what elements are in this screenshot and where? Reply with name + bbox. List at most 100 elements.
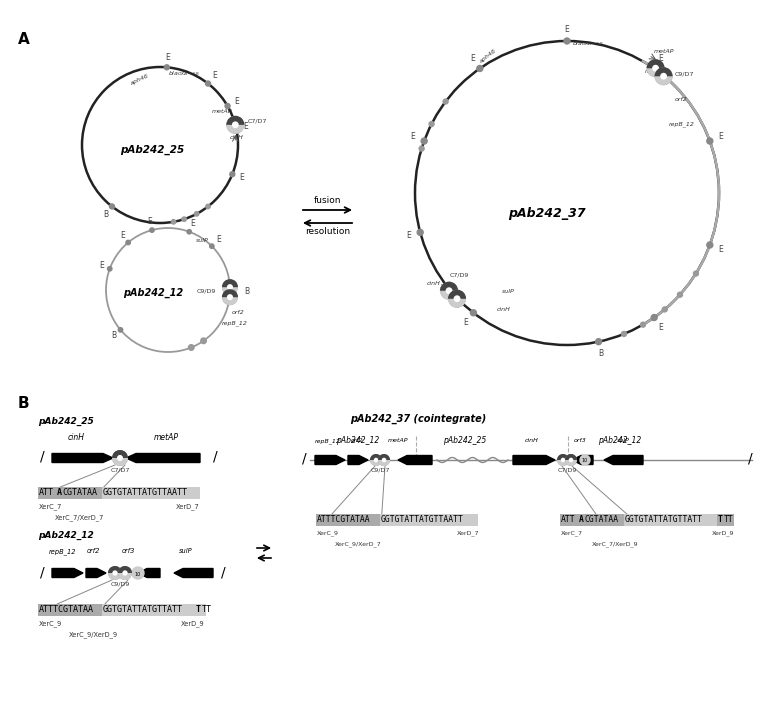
Text: pAb242_37 (cointegrate): pAb242_37 (cointegrate) xyxy=(350,414,486,424)
Circle shape xyxy=(471,310,476,316)
FancyArrow shape xyxy=(138,568,160,578)
Circle shape xyxy=(443,99,448,104)
Circle shape xyxy=(112,450,128,466)
Text: metAP: metAP xyxy=(212,109,233,114)
Wedge shape xyxy=(370,460,382,466)
Circle shape xyxy=(654,67,673,86)
Text: E: E xyxy=(239,173,244,182)
Text: orf2: orf2 xyxy=(86,548,100,554)
Text: /: / xyxy=(748,452,753,466)
Circle shape xyxy=(652,65,659,71)
Bar xyxy=(102,487,200,499)
Circle shape xyxy=(448,290,466,308)
Circle shape xyxy=(660,73,667,80)
Wedge shape xyxy=(378,454,390,460)
Text: XerC_9/XerD_7: XerC_9/XerD_7 xyxy=(335,541,381,547)
Circle shape xyxy=(370,454,382,466)
Bar xyxy=(316,514,380,526)
Text: A: A xyxy=(18,32,30,47)
Circle shape xyxy=(200,338,207,344)
Text: E: E xyxy=(147,217,152,226)
Text: repB_12: repB_12 xyxy=(315,438,341,444)
Text: orf3: orf3 xyxy=(121,548,134,554)
Circle shape xyxy=(126,240,131,245)
Circle shape xyxy=(108,267,112,271)
Circle shape xyxy=(210,244,214,248)
FancyArrow shape xyxy=(398,455,432,464)
Text: B: B xyxy=(111,331,116,340)
Text: A: A xyxy=(56,488,61,497)
Wedge shape xyxy=(565,460,577,466)
Wedge shape xyxy=(440,281,458,291)
Text: E: E xyxy=(243,122,249,132)
Text: orf2: orf2 xyxy=(232,310,245,315)
FancyArrow shape xyxy=(513,455,555,464)
FancyArrow shape xyxy=(52,568,83,578)
Circle shape xyxy=(206,81,210,86)
Wedge shape xyxy=(448,290,466,299)
Text: cinH: cinH xyxy=(230,135,243,140)
Text: E: E xyxy=(659,323,664,332)
FancyArrow shape xyxy=(604,455,643,464)
Text: C9/D7: C9/D7 xyxy=(674,71,694,76)
Text: pAb242_37: pAb242_37 xyxy=(508,206,586,219)
Wedge shape xyxy=(108,566,122,573)
Text: C9/D7: C9/D7 xyxy=(370,468,389,473)
Text: pAb242_12: pAb242_12 xyxy=(598,436,641,445)
Bar xyxy=(624,514,717,526)
Text: B: B xyxy=(18,396,30,411)
Circle shape xyxy=(440,281,458,300)
Text: C7/D7: C7/D7 xyxy=(247,119,266,124)
Wedge shape xyxy=(440,291,458,300)
FancyArrow shape xyxy=(315,455,345,464)
Circle shape xyxy=(621,332,627,337)
Wedge shape xyxy=(222,297,238,305)
Text: cinH: cinH xyxy=(525,438,539,443)
Circle shape xyxy=(417,229,423,235)
Circle shape xyxy=(651,66,657,71)
Circle shape xyxy=(150,228,154,233)
Bar xyxy=(560,514,624,526)
Text: XerC_7: XerC_7 xyxy=(561,530,583,536)
Text: metAP: metAP xyxy=(654,49,674,54)
Text: E: E xyxy=(659,54,664,63)
Text: 10: 10 xyxy=(135,571,141,576)
Wedge shape xyxy=(654,67,673,76)
Circle shape xyxy=(662,307,667,312)
Circle shape xyxy=(415,41,719,345)
Circle shape xyxy=(641,322,645,327)
Wedge shape xyxy=(112,450,128,458)
Text: XerD_7: XerD_7 xyxy=(456,530,479,536)
Text: E: E xyxy=(471,54,475,63)
Text: metAP: metAP xyxy=(645,69,666,74)
Circle shape xyxy=(557,454,569,466)
Circle shape xyxy=(378,454,390,466)
Text: cinH: cinH xyxy=(68,433,84,442)
Text: XerC_9: XerC_9 xyxy=(39,620,62,626)
Text: ATTTCGTATAA: ATTTCGTATAA xyxy=(39,605,94,614)
Text: $bla_{OXA-58}$: $bla_{OXA-58}$ xyxy=(572,39,604,48)
Circle shape xyxy=(171,220,176,224)
Text: pAb242_12: pAb242_12 xyxy=(38,531,94,540)
Text: E: E xyxy=(464,317,468,327)
Text: C7/D9: C7/D9 xyxy=(449,273,468,278)
Text: /: / xyxy=(40,450,45,464)
Circle shape xyxy=(118,327,123,332)
Circle shape xyxy=(382,457,386,462)
Text: repB_12: repB_12 xyxy=(669,121,695,127)
Text: /: / xyxy=(302,452,306,466)
Wedge shape xyxy=(222,279,238,287)
Circle shape xyxy=(445,287,452,294)
Text: B: B xyxy=(598,349,604,358)
Wedge shape xyxy=(557,460,569,466)
Circle shape xyxy=(564,38,570,44)
Circle shape xyxy=(222,289,238,305)
Text: /: / xyxy=(221,565,226,579)
Text: TT: TT xyxy=(723,515,733,524)
Circle shape xyxy=(227,294,233,300)
Wedge shape xyxy=(222,289,238,297)
Circle shape xyxy=(122,571,127,575)
Text: pAb242_25: pAb242_25 xyxy=(38,417,94,426)
Wedge shape xyxy=(112,458,128,466)
Text: C7/D9: C7/D9 xyxy=(558,468,577,473)
